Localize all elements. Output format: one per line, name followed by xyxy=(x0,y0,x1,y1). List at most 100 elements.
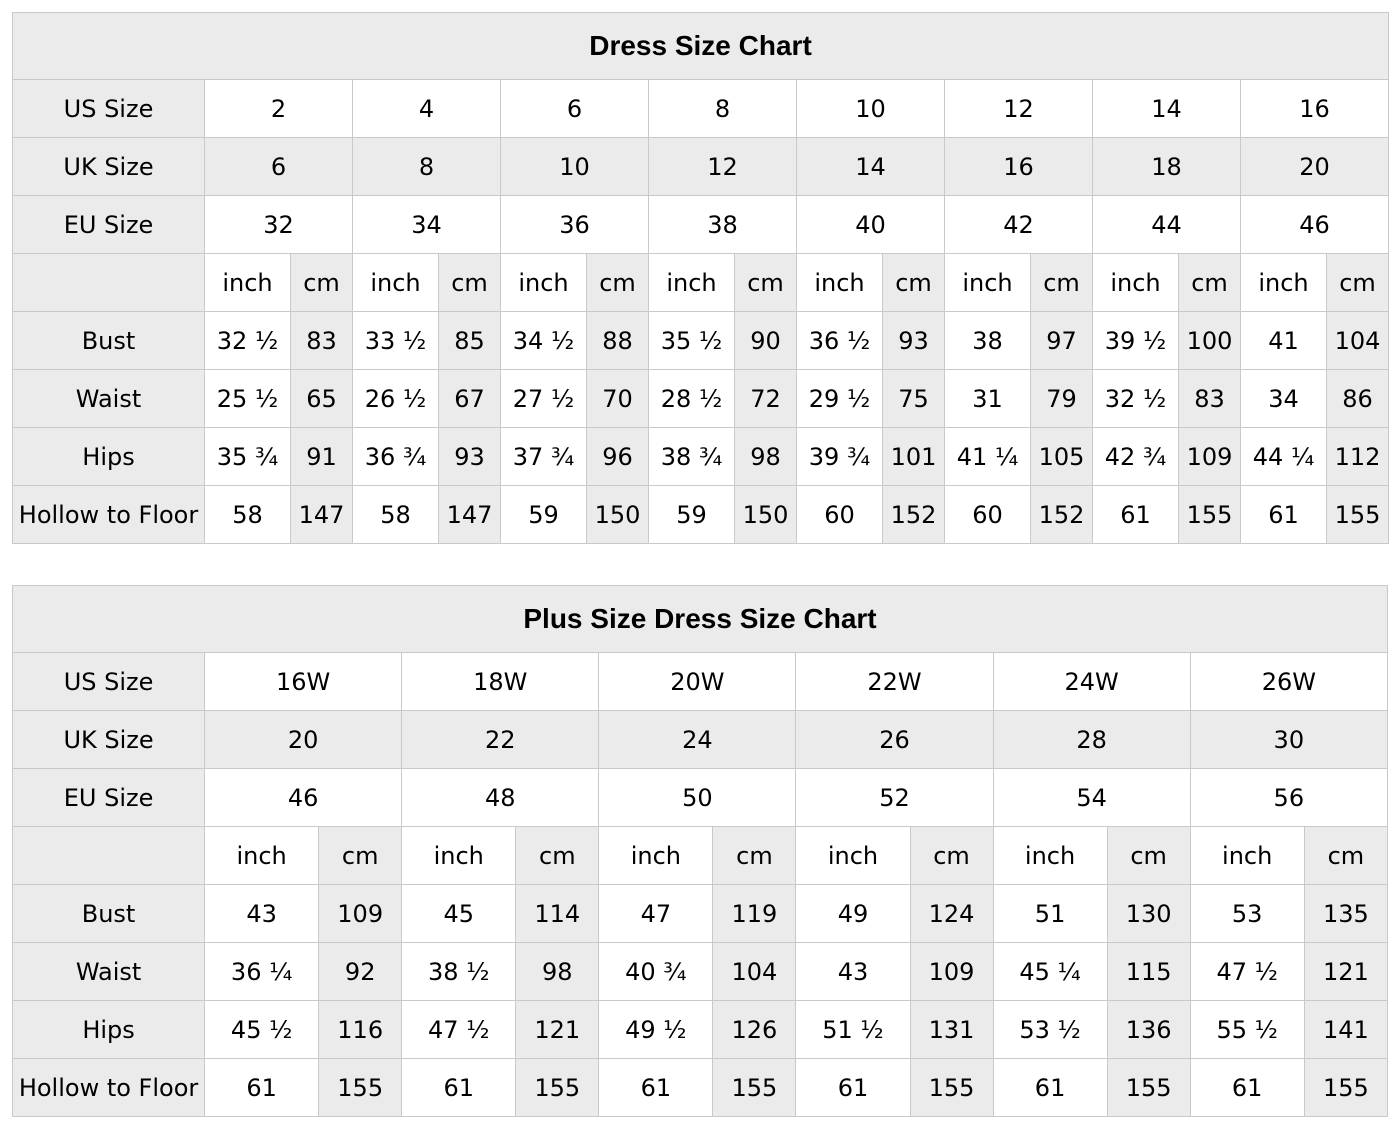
hips-inch-cell: 49 ½ xyxy=(598,1000,714,1059)
hollow-to-floor-cm-cell: 155 xyxy=(712,1058,797,1117)
waist-cm-cell: 83 xyxy=(1178,369,1241,428)
waist-cm-cell: 70 xyxy=(586,369,649,428)
eu-size-value-cell: 36 xyxy=(500,195,649,254)
unit-row-empty-label xyxy=(12,253,205,312)
hips-inch-cell: 38 ¾ xyxy=(648,427,735,486)
dress-size-chart-table: Dress Size Chart US Size 2 4 6 8 10 12 14 16 UK Si… xyxy=(11,12,1390,544)
waist-inch-cell: 40 ¾ xyxy=(598,942,714,1001)
waist-inch-cell: 25 ½ xyxy=(204,369,291,428)
eu-size-row: EU Size 32 34 36 38 40 42 44 46 xyxy=(12,195,1390,254)
hips-cm-cell: 98 xyxy=(734,427,797,486)
waist-cm-cell: 115 xyxy=(1106,942,1191,1001)
bust-inch-cell: 32 ½ xyxy=(204,311,291,370)
waist-cm-cell: 109 xyxy=(909,942,994,1001)
bust-cm-cell: 83 xyxy=(290,311,353,370)
hips-cm-cell: 112 xyxy=(1325,427,1390,486)
hollow-to-floor-cm-cell: 155 xyxy=(515,1058,600,1117)
waist-cm-cell: 121 xyxy=(1303,942,1389,1001)
hips-cm-cell: 93 xyxy=(438,427,501,486)
waist-inch-cell: 34 xyxy=(1240,369,1327,428)
us-size-value-cell: 6 xyxy=(500,79,649,138)
eu-size-value-cell: 46 xyxy=(1239,195,1390,254)
bust-inch-cell: 45 xyxy=(401,884,517,943)
eu-size-value-cell: 56 xyxy=(1189,768,1389,827)
uk-size-row: UK Size 20 22 24 26 28 30 xyxy=(11,710,1389,769)
unit-label-inch: inch xyxy=(352,253,439,312)
table-title: Dress Size Chart xyxy=(11,12,1390,80)
hollow-to-floor-cm-cell: 152 xyxy=(1030,485,1093,544)
us-size-label: US Size xyxy=(12,79,205,138)
hips-inch-cell: 35 ¾ xyxy=(204,427,291,486)
waist-inch-cell: 38 ½ xyxy=(401,942,517,1001)
hollow-to-floor-cm-cell: 155 xyxy=(1106,1058,1191,1117)
eu-size-value-cell: 46 xyxy=(204,768,403,827)
uk-size-row: UK Size 6 8 10 12 14 16 18 20 xyxy=(12,137,1390,196)
hips-cm-cell: 141 xyxy=(1303,1000,1389,1059)
bust-row: Bust 43 109 45 114 47 119 49 124 51 130 53 135 xyxy=(11,884,1389,943)
waist-label: Waist xyxy=(11,942,206,1001)
eu-size-value-cell: 52 xyxy=(795,768,994,827)
hollow-to-floor-cm-cell: 155 xyxy=(1303,1058,1389,1117)
waist-inch-cell: 26 ½ xyxy=(352,369,439,428)
hollow-to-floor-inch-cell: 61 xyxy=(204,1058,320,1117)
us-size-value-cell: 12 xyxy=(944,79,1093,138)
us-size-value-cell: 22W xyxy=(795,652,994,711)
waist-cm-cell: 86 xyxy=(1325,369,1390,428)
waist-label: Waist xyxy=(12,369,205,428)
hollow-to-floor-inch-cell: 58 xyxy=(204,485,291,544)
waist-inch-cell: 45 ¼ xyxy=(992,942,1108,1001)
waist-inch-cell: 47 ½ xyxy=(1189,942,1305,1001)
hollow-to-floor-inch-cell: 61 xyxy=(1240,485,1327,544)
unit-label-cm: cm xyxy=(290,253,353,312)
bust-cm-cell: 104 xyxy=(1325,311,1390,370)
hips-inch-cell: 41 ¼ xyxy=(944,427,1031,486)
us-size-row: US Size 2 4 6 8 10 12 14 16 xyxy=(12,79,1390,138)
eu-size-value-cell: 44 xyxy=(1092,195,1241,254)
hips-label: Hips xyxy=(12,427,205,486)
waist-cm-cell: 104 xyxy=(712,942,797,1001)
hips-inch-cell: 44 ¼ xyxy=(1240,427,1327,486)
eu-size-value-cell: 42 xyxy=(944,195,1093,254)
uk-size-value-cell: 18 xyxy=(1092,137,1241,196)
bust-cm-cell: 93 xyxy=(882,311,945,370)
us-size-value-cell: 24W xyxy=(992,652,1191,711)
waist-inch-cell: 36 ¼ xyxy=(204,942,320,1001)
hollow-to-floor-inch-cell: 58 xyxy=(352,485,439,544)
hollow-to-floor-inch-cell: 61 xyxy=(992,1058,1108,1117)
waist-cm-cell: 92 xyxy=(318,942,403,1001)
waist-row: Waist 25 ½ 65 26 ½ 67 27 ½ 70 28 ½ 72 29 ½ 75 31 79 3… xyxy=(12,369,1390,428)
hips-cm-cell: 96 xyxy=(586,427,649,486)
unit-label-cm: cm xyxy=(515,826,600,885)
table-title: Plus Size Dress Size Chart xyxy=(12,585,1388,653)
hollow-to-floor-cm-cell: 155 xyxy=(1325,485,1390,544)
us-size-value-cell: 20W xyxy=(598,652,797,711)
hips-inch-cell: 39 ¾ xyxy=(796,427,883,486)
waist-inch-cell: 32 ½ xyxy=(1092,369,1179,428)
hips-cm-cell: 131 xyxy=(909,1000,994,1059)
hips-label: Hips xyxy=(11,1000,206,1059)
us-size-value-cell: 4 xyxy=(352,79,501,138)
us-size-value-cell: 26W xyxy=(1189,652,1389,711)
unit-row-empty-label xyxy=(11,826,206,885)
hips-cm-cell: 105 xyxy=(1030,427,1093,486)
bust-cm-cell: 114 xyxy=(515,884,600,943)
unit-label-inch: inch xyxy=(1189,826,1305,885)
unit-label-cm: cm xyxy=(712,826,797,885)
hollow-to-floor-inch-cell: 61 xyxy=(1189,1058,1305,1117)
us-size-value-cell: 8 xyxy=(648,79,797,138)
uk-size-value-cell: 12 xyxy=(648,137,797,196)
waist-cm-cell: 75 xyxy=(882,369,945,428)
uk-size-label: UK Size xyxy=(11,710,206,769)
uk-size-value-cell: 22 xyxy=(401,710,600,769)
hollow-to-floor-cm-cell: 150 xyxy=(734,485,797,544)
bust-cm-cell: 88 xyxy=(586,311,649,370)
waist-cm-cell: 65 xyxy=(290,369,353,428)
bust-cm-cell: 100 xyxy=(1178,311,1241,370)
waist-cm-cell: 79 xyxy=(1030,369,1093,428)
uk-size-value-cell: 16 xyxy=(944,137,1093,196)
us-size-value-cell: 14 xyxy=(1092,79,1241,138)
uk-size-value-cell: 26 xyxy=(795,710,994,769)
eu-size-value-cell: 40 xyxy=(796,195,945,254)
hollow-to-floor-inch-cell: 60 xyxy=(944,485,1031,544)
